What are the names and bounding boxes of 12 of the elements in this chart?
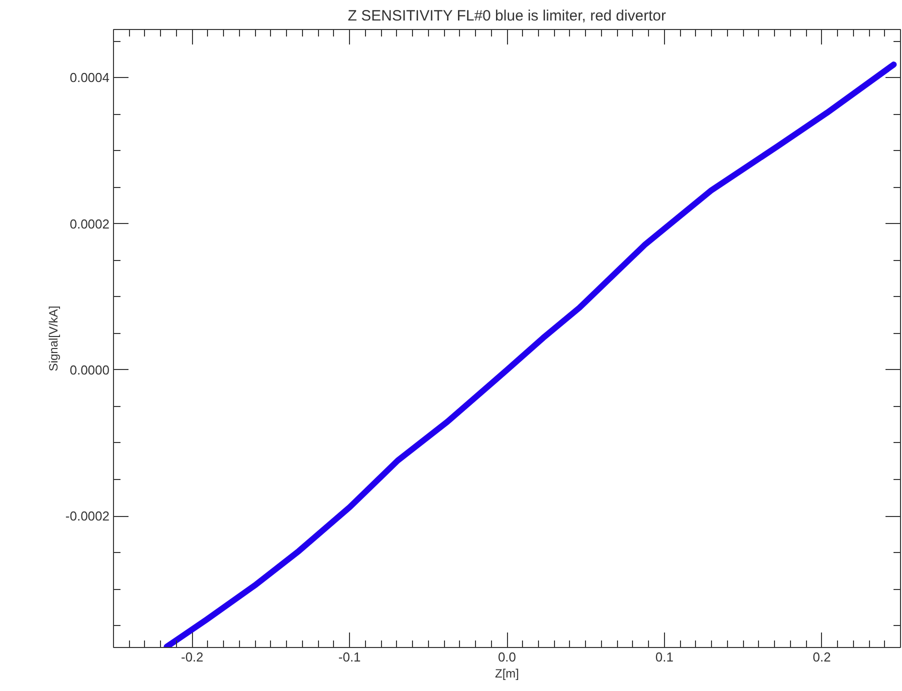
chart-title: Z SENSITIVITY FL#0 blue is limiter, red divertor (348, 8, 666, 24)
y-tick-label: 0.0000 (70, 362, 110, 378)
y-tick-label: -0.0002 (65, 508, 110, 524)
x-tick-label: 0.2 (812, 650, 831, 664)
x-tick-label: -0.2 (181, 650, 204, 664)
x-tick-label: 0.0 (498, 650, 516, 664)
x-axis-title: Z[m] (495, 666, 520, 680)
x-tick-label: -0.1 (338, 650, 361, 664)
y-axis-title: Signal[V/kA] (46, 306, 60, 372)
x-tick-label: 0.1 (655, 650, 674, 664)
y-tick-label: 0.0004 (70, 70, 110, 86)
y-tick-label: 0.0002 (70, 216, 110, 232)
